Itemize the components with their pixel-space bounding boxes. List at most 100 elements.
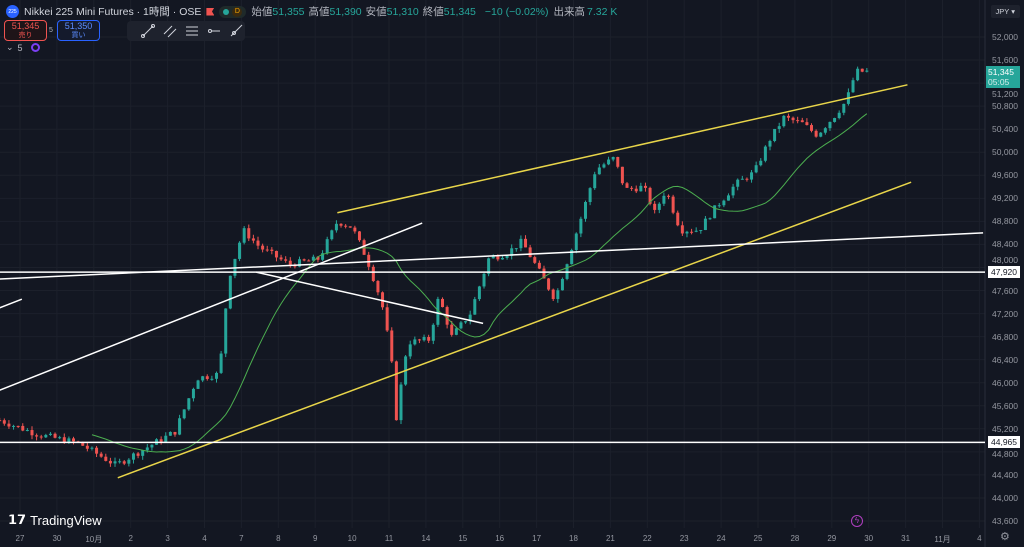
chevron-down-icon: ⌄ [6,42,14,52]
candle-body [118,461,122,463]
time-tick: 11月 [934,535,951,544]
fib-tool-icon[interactable] [185,24,199,38]
candle-body [823,128,827,133]
candle-body [164,435,168,442]
candle-body [205,376,209,379]
candle-body [837,112,841,119]
candle-body [178,418,182,435]
candle-body [491,256,495,259]
price-tick: 45,600 [992,400,1018,411]
candle-body [191,388,195,399]
candle-body [851,80,855,93]
candle-body [819,132,823,137]
candle-body [842,103,846,113]
time-tick: 30 [864,534,874,543]
candle-body [713,205,717,219]
ohlc-value: 51,355 [272,6,305,18]
candle-body [496,256,500,260]
price-tick: 46,400 [992,354,1018,365]
candle-body [44,434,48,438]
lightning-icon[interactable]: ϟ [851,515,863,527]
candle-body [611,156,615,160]
candle-body [643,185,647,188]
ohlc-label: 始値 [251,6,273,18]
loading-icon [30,43,40,52]
candle-body [431,324,435,341]
trend-line-tool-icon[interactable] [141,24,155,38]
parallel-channel-tool-icon[interactable] [163,24,177,38]
candle-body [16,425,20,427]
candle-body [482,273,486,287]
currency-selector[interactable]: JPY ▾ [990,5,1020,18]
candle-body [12,425,16,427]
price-tick: 48,000 [992,255,1018,265]
ohlc-values: 始値51,355 高値51,390 安値51,310 終値51,345 [251,4,480,19]
candle-body [21,425,25,431]
candle-body [593,174,597,189]
candle-body [773,128,777,142]
candle-body [547,278,551,290]
candle-body [542,268,546,279]
candle-body [800,120,804,123]
candle-body [298,259,302,267]
symbol-title[interactable]: Nikkei 225 Mini Futures · 1時間 · OSE [24,6,202,18]
time-tick: 31 [901,534,911,543]
candle-body [703,218,707,231]
price-tick: 49,200 [992,193,1018,204]
candle-body [487,258,491,274]
candle-body [731,186,735,196]
candle-body [136,453,140,456]
candle-body [39,436,43,438]
candle-body [288,260,292,265]
time-tick: 18 [569,534,578,543]
candle-body [353,227,357,232]
settings-gear-icon[interactable]: ⚙ [1000,531,1010,543]
candle-body [251,238,255,241]
candle-body [35,435,39,437]
current-price-label: 51,345 05:05 [986,66,1020,88]
candle-body [583,202,587,219]
candle-body [302,259,306,261]
buy-button[interactable]: 51,350 買い [57,20,100,41]
horizontal-ray-tool-icon[interactable] [207,24,221,38]
candle-body [856,68,860,81]
time-tick: 8 [276,534,281,543]
candle-body [740,178,744,180]
price-tick: 44,800 [992,449,1018,459]
time-tick: 24 [716,534,726,543]
price-tick: 51,200 [992,89,1018,99]
time-tick: 30 [52,534,62,543]
line-drawing [0,232,984,280]
price-tick: 44,000 [992,492,1018,503]
sell-button[interactable]: 51,345 売り [4,20,47,41]
candle-body [607,159,611,165]
candle-body [754,165,758,173]
candle-body [726,195,730,201]
ray-tool-icon[interactable] [229,24,243,38]
candle-body [736,179,740,187]
candle-body [588,188,592,203]
price-tick: 50,400 [992,124,1018,135]
indicator-count: 5 [17,42,23,53]
candle-body [381,292,385,308]
candle-body [524,238,528,248]
time-tick: 25 [753,534,763,543]
candle-body [256,240,260,246]
candle-body [459,322,463,329]
delayed-badge: D [232,6,243,17]
market-status[interactable]: D [219,5,247,18]
indicators-toggle[interactable]: ⌄ 5 [6,42,40,53]
candle-body [505,255,509,258]
tradingview-logo[interactable]: 𝟭𝟳 TradingView [8,512,102,528]
moving-average-line [91,113,868,453]
price-tick: 43,600 [992,516,1018,526]
candle-body [357,231,361,241]
candle-body [159,439,163,442]
flag-icon[interactable] [206,7,215,16]
time-tick: 14 [421,534,431,543]
candle-body [786,115,790,118]
price-tick: 46,000 [992,377,1018,388]
line-drawing [0,298,23,309]
candle-body [560,278,564,291]
